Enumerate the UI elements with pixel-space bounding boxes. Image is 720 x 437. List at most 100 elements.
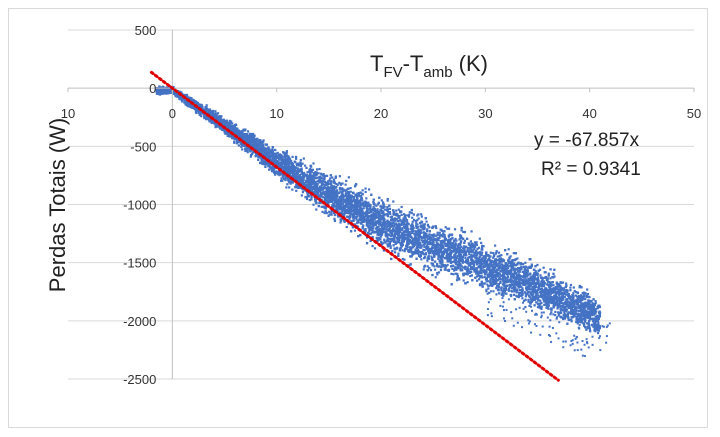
data-point <box>278 171 282 174</box>
data-point <box>290 164 293 167</box>
data-point <box>585 305 588 308</box>
data-point <box>341 189 344 192</box>
data-point <box>526 271 529 275</box>
data-point <box>519 262 522 265</box>
data-point <box>545 283 549 286</box>
data-point <box>488 291 491 294</box>
data-point <box>512 259 515 262</box>
data-point <box>415 239 418 242</box>
data-point <box>489 255 492 258</box>
data-point <box>338 195 341 199</box>
data-point <box>550 311 553 314</box>
data-point <box>327 199 330 203</box>
data-point <box>329 191 332 194</box>
data-point <box>540 292 543 295</box>
data-point <box>372 212 375 216</box>
data-point <box>497 284 500 287</box>
data-point <box>323 176 326 179</box>
data-point <box>594 308 597 311</box>
data-point <box>462 272 465 275</box>
data-point <box>327 182 330 186</box>
data-point <box>341 182 344 185</box>
data-point <box>535 292 538 295</box>
data-point <box>183 101 186 104</box>
data-point <box>446 227 449 230</box>
data-point <box>333 217 336 220</box>
data-point <box>360 220 363 223</box>
data-point <box>490 271 493 274</box>
data-point <box>518 266 521 270</box>
data-point <box>423 245 426 248</box>
data-point <box>537 294 540 297</box>
data-point <box>563 311 566 314</box>
data-point <box>345 188 349 191</box>
data-point <box>491 269 494 272</box>
data-point <box>416 219 419 222</box>
data-point <box>257 158 260 162</box>
data-point <box>485 280 488 283</box>
data-point <box>517 276 520 279</box>
data-point <box>368 227 371 230</box>
data-point <box>464 260 467 264</box>
data-point <box>482 270 485 274</box>
data-point <box>504 278 507 281</box>
data-point <box>311 188 314 191</box>
data-point <box>535 282 539 285</box>
data-point <box>449 240 452 244</box>
data-point <box>347 194 350 197</box>
data-point <box>475 241 478 244</box>
data-point <box>303 176 306 179</box>
data-point <box>580 319 584 323</box>
data-point <box>481 244 484 247</box>
data-point <box>381 242 385 245</box>
data-point <box>331 176 334 179</box>
data-point <box>439 234 443 237</box>
data-point <box>549 277 552 280</box>
data-point <box>575 310 578 313</box>
data-point <box>389 234 393 237</box>
data-point <box>349 186 352 190</box>
data-point <box>403 213 406 216</box>
data-point <box>309 167 312 170</box>
data-point <box>447 252 450 255</box>
data-point <box>587 317 590 320</box>
data-point <box>364 230 367 233</box>
data-point <box>456 276 459 279</box>
data-point <box>453 239 456 243</box>
data-point <box>422 248 425 252</box>
data-point <box>344 192 347 195</box>
data-point <box>587 320 591 323</box>
data-point <box>400 205 403 209</box>
data-point <box>241 148 244 151</box>
data-point <box>380 199 383 202</box>
data-point <box>505 270 508 273</box>
data-point <box>576 303 580 306</box>
data-point <box>488 284 491 287</box>
data-point <box>516 257 519 260</box>
data-point <box>347 176 350 179</box>
data-point <box>319 185 323 188</box>
data-point <box>535 289 538 292</box>
data-point <box>375 231 378 234</box>
data-point <box>561 281 565 284</box>
data-point <box>501 292 504 295</box>
data-point <box>538 299 541 302</box>
data-point <box>336 210 339 213</box>
data-point <box>345 179 348 183</box>
data-point <box>430 262 433 265</box>
data-point <box>343 195 346 198</box>
data-point <box>435 226 438 230</box>
data-point <box>422 231 425 234</box>
data-point <box>324 174 327 177</box>
data-point <box>440 264 443 267</box>
data-point <box>393 223 396 226</box>
data-point <box>411 216 414 219</box>
data-point <box>365 217 368 220</box>
data-point <box>561 294 564 298</box>
data-point <box>481 276 484 279</box>
data-point <box>228 119 231 123</box>
data-point <box>172 85 175 89</box>
data-point <box>573 289 576 293</box>
data-point <box>469 265 473 269</box>
